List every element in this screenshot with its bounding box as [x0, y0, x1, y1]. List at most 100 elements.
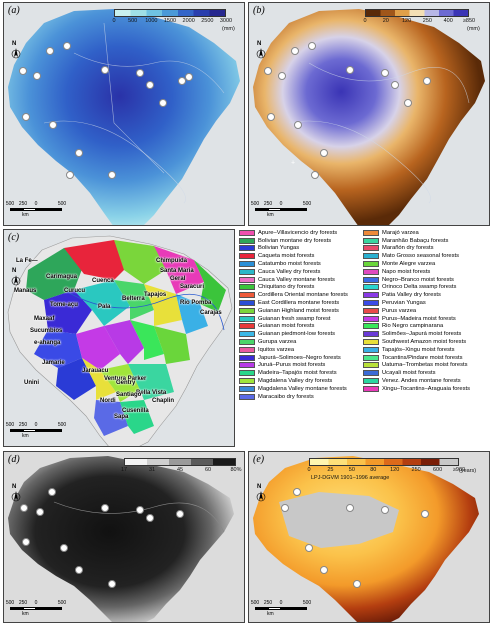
legend-swatch	[239, 276, 255, 283]
colorbar-tick: 500	[128, 18, 138, 24]
colorbar-unit: (mm)	[222, 26, 235, 32]
site-marker	[421, 510, 429, 518]
colorbar-tick: 80	[370, 467, 377, 473]
ecoregion-legend: Apure–Villavicencio dry forests Bolivian …	[237, 229, 489, 447]
colorbar-tick: 20	[382, 18, 389, 24]
legend-swatch	[363, 284, 379, 291]
legend-item: Purus varzea	[363, 307, 470, 315]
site-marker	[108, 171, 116, 179]
continent-shape	[8, 9, 240, 225]
site-marker	[267, 113, 275, 121]
legend-swatch	[363, 315, 379, 322]
legend-swatch	[239, 378, 255, 385]
legend-swatch	[363, 362, 379, 369]
legend-item: East Cordillera montane forests	[239, 299, 348, 307]
legend-item: Southwest Amazon moist forests	[363, 338, 470, 346]
legend-swatch	[239, 261, 255, 268]
legend-swatch	[239, 323, 255, 330]
legend-item: Magdalena Valley dry forests	[239, 377, 348, 385]
site-marker	[49, 121, 57, 129]
scale-bar: 500 250 0 500 km	[5, 600, 67, 617]
site-marker	[381, 506, 389, 514]
site-marker	[48, 488, 56, 496]
colorbar-tick: 250	[422, 18, 432, 24]
colorbar-tick: 400	[443, 18, 453, 24]
site-label: Sapa	[114, 414, 129, 420]
site-label: Cuenca	[92, 278, 114, 284]
site-marker	[101, 66, 109, 74]
legend-item: Chiquitano dry forests	[239, 284, 348, 292]
legend-swatch	[363, 292, 379, 299]
site-marker	[404, 99, 412, 107]
colorbar-tick: ≥900	[452, 467, 466, 473]
legend-swatch	[363, 370, 379, 377]
legend-item: Juruá–Purus moist forests	[239, 362, 348, 370]
legend-item: Caqueta moist forests	[239, 252, 348, 260]
legend-item: Gurupa varzea	[239, 338, 348, 346]
site-marker	[278, 72, 286, 80]
legend-item: Guianan moist forests	[239, 323, 348, 331]
legend-label: Purus varzea	[382, 307, 417, 314]
legend-item: Catatumbo moist forests	[239, 260, 348, 268]
site-label: Tapajos	[144, 292, 167, 298]
legend-item: Apure–Villavicencio dry forests	[239, 229, 348, 237]
site-label: Belterra	[122, 296, 145, 302]
legend-swatch	[239, 253, 255, 260]
site-label: Tome-açu	[50, 302, 78, 308]
site-marker	[176, 510, 184, 518]
colorbar-tick: 60	[204, 467, 212, 473]
legend-label: Maranhão Babaçu forests	[382, 237, 449, 244]
site-marker	[294, 121, 302, 129]
site-marker	[66, 171, 74, 179]
legend-item: Cauca Valley dry forests	[239, 268, 348, 276]
legend-label: Guianan fresh swamp forest	[258, 315, 331, 322]
legend-label: Napo moist forests	[382, 268, 431, 275]
north-arrow-icon: N	[255, 484, 267, 504]
colorbar-tick: 3000	[219, 18, 233, 24]
site-marker	[19, 67, 27, 75]
legend-item: Purus–Madeira moist forests	[363, 315, 470, 323]
site-label: Santiago	[116, 392, 142, 398]
legend-item: Ucayali moist forests	[363, 369, 470, 377]
site-marker	[281, 504, 289, 512]
site-label: Carajas	[200, 310, 222, 316]
site-marker	[264, 67, 272, 75]
colorbar-unit: (years)	[459, 468, 477, 474]
panel-d-map	[4, 452, 244, 622]
site-marker	[346, 504, 354, 512]
site-marker	[353, 580, 361, 588]
site-label: Sucumbios	[30, 328, 63, 334]
legend-label: Marañón dry forests	[382, 245, 434, 252]
site-label: Carimagua	[46, 274, 78, 280]
legend-item: Tapajós–Xingu moist forests	[363, 346, 470, 354]
legend-label: Cauca Valley montane forests	[258, 276, 335, 283]
legend-label: Guianan moist forests	[258, 323, 315, 330]
colorbar-tick: 17	[120, 467, 128, 473]
colorbar-tick: 25	[327, 467, 334, 473]
site-label: Santa Maria	[160, 268, 194, 274]
panel-e-colorbar: 0 25 50 80 120 250 600 ≥900 (years) LPJ-DGVM 19…	[307, 458, 489, 484]
legend-label: Ucayali moist forests	[382, 370, 436, 377]
legend-item: Cauca Valley montane forests	[239, 276, 348, 284]
colorbar-tick: 31	[148, 467, 156, 473]
legend-label: Japurá–Solimoes–Negro forests	[258, 354, 341, 361]
panel-e-label: (e)	[253, 454, 265, 465]
scale-bar: 500 250 0 500 km	[250, 600, 312, 617]
site-label: Gentry	[116, 380, 136, 386]
legend-swatch	[363, 385, 379, 392]
legend-item: Madeira–Tapajós moist forests	[239, 369, 348, 377]
ecoregion-patches	[26, 240, 226, 436]
legend-swatch	[363, 229, 379, 236]
legend-label: Tocantins/Pindare moist forests	[382, 354, 463, 361]
legend-label: Marajó varzea	[382, 229, 419, 236]
site-marker	[20, 504, 28, 512]
legend-swatch	[239, 229, 255, 236]
site-label: Curucu	[64, 288, 85, 294]
site-marker	[136, 506, 144, 514]
panel-d: (d) 17 31 45 60 80% N 500 250 0 500 km	[3, 451, 245, 623]
site-marker	[423, 77, 431, 85]
site-marker	[311, 171, 319, 179]
legend-column-2: Marajó varzea Maranhão Babaçu forests Mara…	[363, 229, 470, 393]
legend-item: Mato Grosso seasonal forests	[363, 252, 470, 260]
legend-label: Magdalena Valley dry forests	[258, 378, 333, 385]
